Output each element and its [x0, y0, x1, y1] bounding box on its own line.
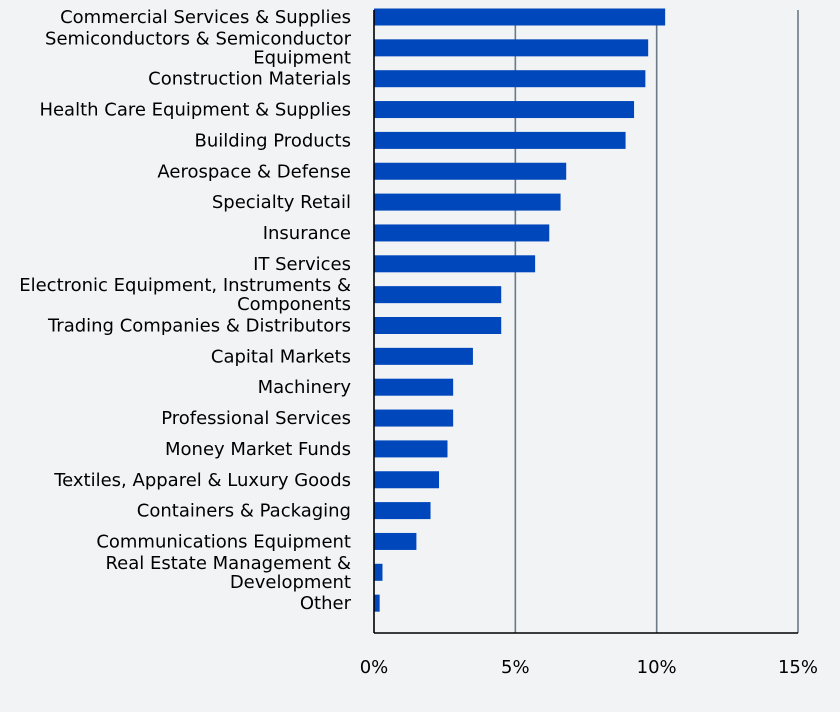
bar-1	[374, 39, 649, 57]
category-label-14: Money Market Funds	[165, 439, 351, 460]
bar-9	[374, 286, 502, 304]
bar-12	[374, 378, 454, 396]
category-label-1: Semiconductors & Semiconductor Equipment	[45, 28, 352, 68]
bar-14	[374, 440, 448, 458]
x-tick-label-3: 15%	[778, 657, 818, 678]
bar-11	[374, 347, 473, 365]
category-label-6: Specialty Retail	[212, 192, 351, 213]
category-label-12: Machinery	[258, 377, 352, 398]
category-label-7: Insurance	[263, 223, 351, 244]
bar-4	[374, 131, 626, 149]
category-label-5: Aerospace & Defense	[157, 161, 351, 182]
x-tick-label-2: 10%	[637, 657, 677, 678]
category-label-2: Construction Materials	[148, 69, 351, 90]
bar-10	[374, 317, 502, 334]
bar-5	[374, 162, 567, 180]
bar-13	[374, 409, 454, 427]
category-label-13: Professional Services	[161, 408, 351, 429]
bar-17	[374, 532, 417, 550]
bar-3	[374, 101, 635, 119]
category-label-11: Capital Markets	[211, 346, 351, 367]
bar-7	[374, 224, 550, 242]
x-tick-label-1: 5%	[501, 657, 530, 678]
x-tick-label-0: 0%	[360, 657, 389, 678]
bar-6	[374, 193, 561, 211]
category-label-15: Textiles, Apparel & Luxury Goods	[53, 470, 351, 491]
category-label-19: Other	[300, 593, 352, 614]
bar-2	[374, 70, 646, 88]
category-label-3: Health Care Equipment & Supplies	[39, 100, 351, 121]
category-label-9: Electronic Equipment, Instruments & Compo…	[19, 275, 351, 315]
bar-18	[374, 563, 383, 581]
category-label-0: Commercial Services & Supplies	[60, 7, 351, 28]
category-label-8: IT Services	[253, 254, 351, 275]
category-label-16: Containers & Packaging	[137, 501, 351, 522]
category-label-4: Building Products	[195, 130, 351, 151]
bar-8	[374, 255, 536, 273]
category-label-10: Trading Companies & Distributors	[47, 316, 351, 337]
bar-15	[374, 471, 440, 489]
category-label-18: Real Estate Management & Development	[105, 553, 351, 593]
bar-19	[374, 594, 380, 612]
category-label-17: Communications Equipment	[96, 531, 351, 552]
bar-16	[374, 502, 431, 520]
bar-0	[374, 8, 666, 26]
